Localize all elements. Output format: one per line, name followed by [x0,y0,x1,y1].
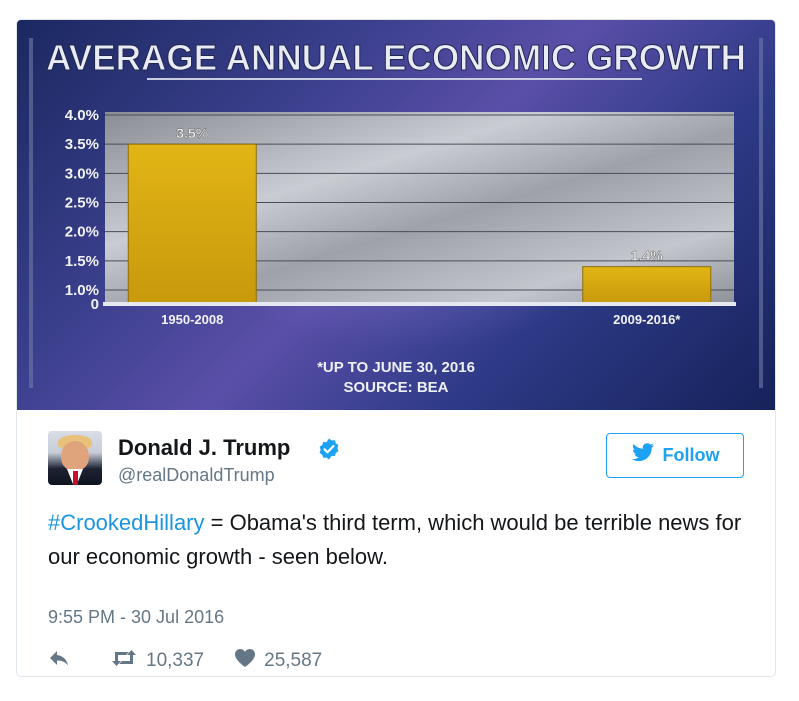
y-tick-label: 3.0% [65,165,99,182]
user-handle[interactable]: @realDonaldTrump [118,465,275,485]
tweet-text-body: = Obama's third term, which would be ter… [48,510,742,569]
title-underline [147,78,642,80]
like-button[interactable]: 25,587 [234,648,322,674]
reply-icon [48,648,72,674]
twitter-bird-icon [631,443,655,468]
avatar[interactable] [48,431,102,485]
y-tick-label: 0 [91,296,99,313]
display-name[interactable]: Donald J. Trump [118,435,291,460]
x-tick-label: 2009-2016* [613,312,681,327]
x-tick-label: 1950-2008 [161,312,223,327]
retweet-icon [110,648,138,674]
like-count: 25,587 [264,650,323,671]
tweet-text: #CrookedHillary = Obama's third term, wh… [48,506,748,574]
heart-icon [234,648,256,674]
data-label: 1.4% [631,248,663,264]
y-tick-label: 1.5% [65,253,99,270]
hashtag-link[interactable]: #CrookedHillary [48,510,205,535]
follow-label: Follow [662,445,720,465]
tweet-timestamp[interactable]: 9:55 PM - 30 Jul 2016 [48,607,225,627]
tweet-actions: 10,337 25,587 [48,648,322,674]
x-axis-line [103,302,736,306]
tweet-card: AVERAGE ANNUAL ECONOMIC GROWTH 0 1.0% 1.5%… [16,19,776,677]
retweet-button[interactable]: 10,337 [110,648,204,674]
follow-button[interactable]: Follow [606,433,744,478]
growth-chart: AVERAGE ANNUAL ECONOMIC GROWTH 01.0% 1.5%… [29,37,763,396]
y-tick-label: 1.0% [65,282,99,299]
y-tick-label: 4.0% [65,107,99,124]
chart-footnote: *UP TO JUNE 30, 2016 [317,359,475,376]
reply-button[interactable] [48,648,72,674]
chart-source: SOURCE: BEA [343,379,448,396]
retweet-count: 10,337 [146,650,205,671]
tweet-media-image[interactable]: AVERAGE ANNUAL ECONOMIC GROWTH 0 1.0% 1.5%… [17,20,775,410]
chart-title: AVERAGE ANNUAL ECONOMIC GROWTH [46,37,746,78]
bar [127,143,257,305]
y-tick-label: 2.5% [65,195,99,212]
y-tick-label: 3.5% [65,136,99,153]
avatar-face [61,441,89,471]
frame-right-edge [759,38,763,388]
y-tick-label: 2.0% [65,224,99,241]
bar [582,266,712,305]
tweet-body: Donald J. Trump @realDonaldTrump Follow … [17,410,775,676]
avatar-tie [73,471,78,485]
data-label: 3.5% [176,125,208,141]
frame-left-edge [29,38,33,388]
verified-badge-icon [317,437,341,466]
